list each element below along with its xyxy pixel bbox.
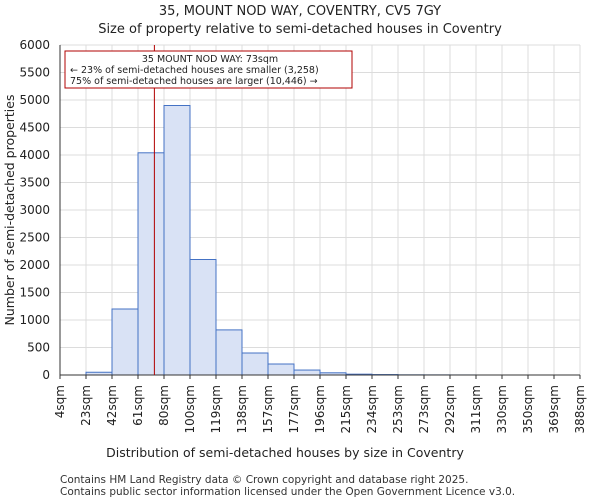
x-tick-label: 369sqm — [547, 385, 561, 433]
grid-lines — [59, 44, 581, 376]
x-tick-label: 350sqm — [521, 385, 535, 433]
y-tick-label: 500 — [27, 341, 50, 355]
bar-138sqm — [241, 352, 269, 376]
x-tick-label: 80sqm — [157, 385, 171, 426]
x-tick-label: 138sqm — [235, 385, 249, 433]
x-tick-label: 215sqm — [339, 385, 353, 433]
bar-119sqm — [215, 329, 243, 376]
bar-157sqm — [267, 363, 295, 376]
y-tick-label: 2500 — [19, 231, 50, 245]
x-tick-label: 330sqm — [495, 385, 509, 433]
footer-line-2: Contains public sector information licen… — [60, 486, 516, 498]
bar-100sqm — [189, 259, 217, 376]
x-axis-label: Distribution of semi-detached houses by … — [106, 445, 464, 460]
y-tick-label: 1000 — [19, 313, 50, 327]
footer-line-1: Contains HM Land Registry data © Crown c… — [60, 474, 469, 486]
y-tick-label: 1500 — [19, 286, 50, 300]
x-tick-label: 100sqm — [183, 385, 197, 433]
x-tick-label: 157sqm — [261, 385, 275, 433]
x-ticks: 4sqm 23sqm 42sqm 61sqm 80sqm 100sqm 119sqm 138s… — [53, 375, 587, 433]
y-tick-label: 2000 — [19, 258, 50, 272]
x-tick-label: 273sqm — [417, 385, 431, 433]
y-tick-label: 6000 — [19, 38, 50, 52]
x-tick-label: 388sqm — [573, 385, 587, 433]
chart-subtitle: Size of property relative to semi-detach… — [98, 22, 502, 37]
x-tick-label: 4sqm — [53, 385, 67, 418]
x-tick-label: 253sqm — [391, 385, 405, 433]
annotation-line-1: 35 MOUNT NOD WAY: 73sqm — [142, 54, 278, 65]
chart-title: 35, MOUNT NOD WAY, COVENTRY, CV5 7GY — [158, 4, 442, 19]
x-tick-label: 292sqm — [443, 385, 457, 433]
x-tick-label: 177sqm — [287, 385, 301, 433]
annotation-line-3: 75% of semi-detached houses are larger (… — [70, 76, 318, 87]
annotation-box — [64, 50, 353, 89]
x-tick-label: 234sqm — [365, 385, 379, 433]
y-tick-label: 0 — [42, 368, 50, 382]
bar-42sqm — [111, 308, 139, 376]
bar-177sqm — [293, 369, 321, 376]
annotation-line-2: ← 23% of semi-detached houses are smalle… — [70, 65, 319, 76]
x-tick-label: 23sqm — [79, 385, 93, 426]
bar-80sqm — [163, 105, 191, 376]
bars — [85, 105, 477, 376]
y-tick-label: 4000 — [19, 148, 50, 162]
x-tick-label: 196sqm — [313, 385, 327, 433]
x-tick-label: 42sqm — [105, 385, 119, 426]
x-tick-label: 61sqm — [131, 385, 145, 426]
y-ticks: 0 500 1000 1500 2000 2500 3000 3500 4000 4500 5000… — [19, 38, 50, 382]
y-axis-label: Number of semi-detached properties — [2, 95, 17, 326]
y-tick-label: 3000 — [19, 203, 50, 217]
y-tick-label: 5000 — [19, 93, 50, 107]
bar-61sqm — [137, 152, 165, 376]
x-tick-label: 311sqm — [469, 385, 483, 433]
y-tick-label: 5500 — [19, 66, 50, 80]
x-tick-label: 119sqm — [209, 385, 223, 433]
y-tick-label: 3500 — [19, 176, 50, 190]
y-tick-label: 4500 — [19, 121, 50, 135]
